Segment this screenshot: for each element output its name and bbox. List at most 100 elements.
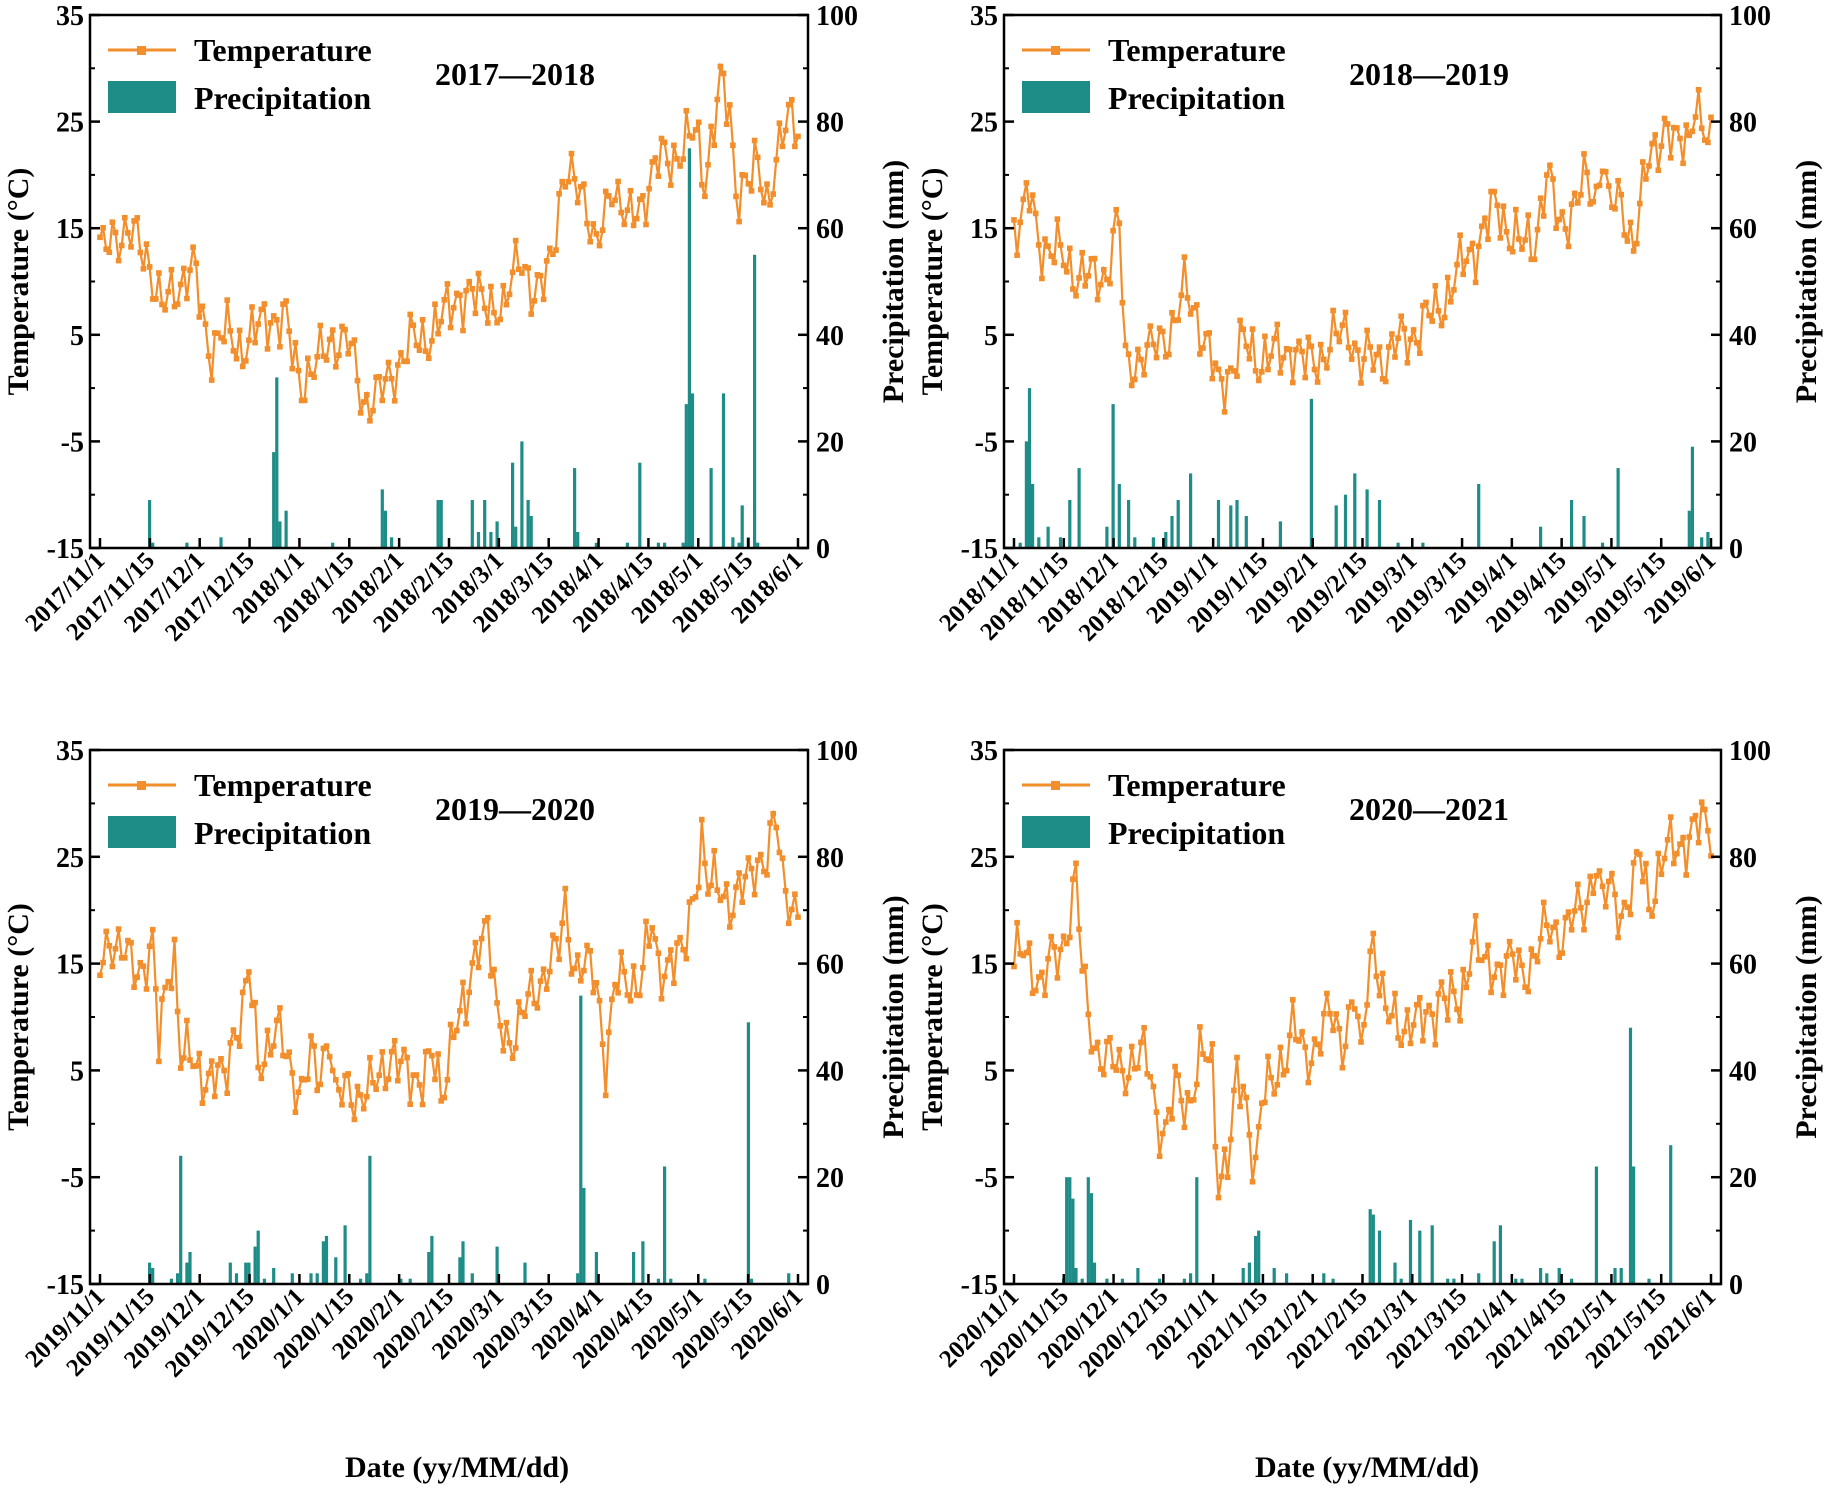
temperature-markers xyxy=(97,63,801,424)
temperature-marker xyxy=(131,984,137,990)
temperature-marker xyxy=(128,244,134,250)
precipitation-bar xyxy=(1120,1278,1124,1284)
temperature-marker xyxy=(277,1005,283,1011)
temperature-marker xyxy=(1417,350,1423,356)
temperature-marker xyxy=(699,182,705,188)
temperature-marker xyxy=(1547,938,1553,945)
temperature-marker xyxy=(1497,235,1504,241)
temperature-marker xyxy=(1274,1082,1281,1088)
temperature-marker xyxy=(416,347,423,353)
precipitation-bar xyxy=(1229,505,1233,548)
temperature-marker xyxy=(1153,354,1160,361)
temperature-marker xyxy=(1259,369,1265,375)
temperature-marker xyxy=(1159,1130,1166,1137)
temperature-marker xyxy=(159,301,165,308)
temperature-marker xyxy=(615,178,621,185)
temperature-marker xyxy=(627,187,634,194)
temperature-marker xyxy=(1020,952,1027,959)
temperature-marker xyxy=(1426,1002,1432,1009)
temperature-marker xyxy=(1147,1074,1154,1080)
temperature-marker xyxy=(1070,876,1076,882)
temperature-marker xyxy=(621,968,628,975)
temperature-marker xyxy=(1085,273,1092,279)
temperature-marker xyxy=(1578,192,1584,198)
temperature-marker xyxy=(795,133,801,140)
temperature-marker xyxy=(795,914,801,920)
temperature-marker xyxy=(1652,898,1658,905)
temperature-marker xyxy=(1389,331,1395,337)
temperature-marker xyxy=(134,215,140,221)
temperature-marker xyxy=(463,1020,469,1027)
temperature-marker xyxy=(664,957,671,963)
temperature-marker xyxy=(1525,212,1531,218)
temperature-marker xyxy=(426,355,432,361)
temperature-marker xyxy=(516,266,522,273)
temperature-marker xyxy=(624,992,631,998)
temperature-marker xyxy=(1212,1143,1219,1150)
temperature-marker xyxy=(1271,1091,1277,1097)
temperature-marker xyxy=(500,1048,507,1054)
temperature-marker xyxy=(1451,988,1457,995)
y2-tick-label: 80 xyxy=(1729,843,1757,874)
temperature-marker xyxy=(274,317,280,323)
temperature-marker xyxy=(1327,346,1333,353)
temperature-marker xyxy=(432,301,438,307)
temperature-marker xyxy=(1556,954,1562,960)
temperature-markers xyxy=(1011,87,1714,415)
temperature-marker xyxy=(1333,330,1339,337)
temperature-marker xyxy=(1435,991,1442,997)
temperature-marker xyxy=(574,952,581,958)
temperature-marker xyxy=(1249,326,1256,332)
temperature-marker xyxy=(643,221,649,228)
temperature-marker xyxy=(602,1092,609,1099)
temperature-marker xyxy=(444,1077,451,1083)
precipitation-bar xyxy=(1557,1268,1561,1284)
temperature-marker xyxy=(1531,953,1538,959)
temperature-marker xyxy=(692,894,699,900)
precipitation-bar xyxy=(1235,500,1239,548)
precipitation-bar xyxy=(703,1278,707,1284)
temperature-marker xyxy=(1339,1064,1346,1071)
temperature-marker xyxy=(177,281,184,288)
temperature-marker xyxy=(1661,855,1668,862)
temperature-marker xyxy=(512,237,519,244)
temperature-marker xyxy=(779,143,786,150)
temperature-marker xyxy=(1150,341,1157,348)
temperature-marker xyxy=(1630,248,1637,254)
temperature-marker xyxy=(1286,1032,1293,1039)
precipitation-bar xyxy=(290,1273,294,1284)
y2-tick-label: 20 xyxy=(1729,1163,1757,1194)
precipitation-bar xyxy=(1371,1214,1375,1284)
temperature-marker xyxy=(143,986,150,992)
temperature-marker xyxy=(1259,1100,1265,1106)
temperature-marker xyxy=(534,1005,541,1011)
temperature-marker xyxy=(1596,182,1603,189)
temperature-marker xyxy=(571,176,578,182)
precipitation-bar xyxy=(427,1252,431,1284)
temperature-marker xyxy=(1658,143,1665,149)
temperature-marker xyxy=(1547,162,1553,169)
temperature-marker xyxy=(1355,1013,1361,1020)
temperature-marker xyxy=(1482,215,1488,222)
legend-precipitation-label: Precipitation xyxy=(1108,80,1285,116)
temperature-marker xyxy=(165,288,171,295)
temperature-marker xyxy=(1348,999,1355,1005)
temperature-marker xyxy=(450,304,457,311)
temperature-marker xyxy=(1392,990,1398,997)
y-tick-label: -15 xyxy=(961,534,998,565)
temperature-marker xyxy=(1017,219,1023,226)
temperature-marker xyxy=(1395,335,1401,341)
temperature-marker xyxy=(776,849,783,856)
temperature-marker xyxy=(227,1040,234,1046)
temperature-marker xyxy=(497,1023,503,1029)
temperature-marker xyxy=(1255,377,1262,384)
temperature-marker xyxy=(1448,969,1454,975)
temperature-marker xyxy=(1386,344,1392,350)
temperature-marker xyxy=(1358,1039,1364,1045)
precipitation-bar xyxy=(681,542,685,548)
temperature-marker xyxy=(1330,1027,1336,1034)
temperature-marker xyxy=(1609,204,1615,210)
temperature-marker xyxy=(187,1057,193,1063)
temperature-marker xyxy=(1537,195,1544,201)
precipitation-bar xyxy=(1244,516,1248,548)
